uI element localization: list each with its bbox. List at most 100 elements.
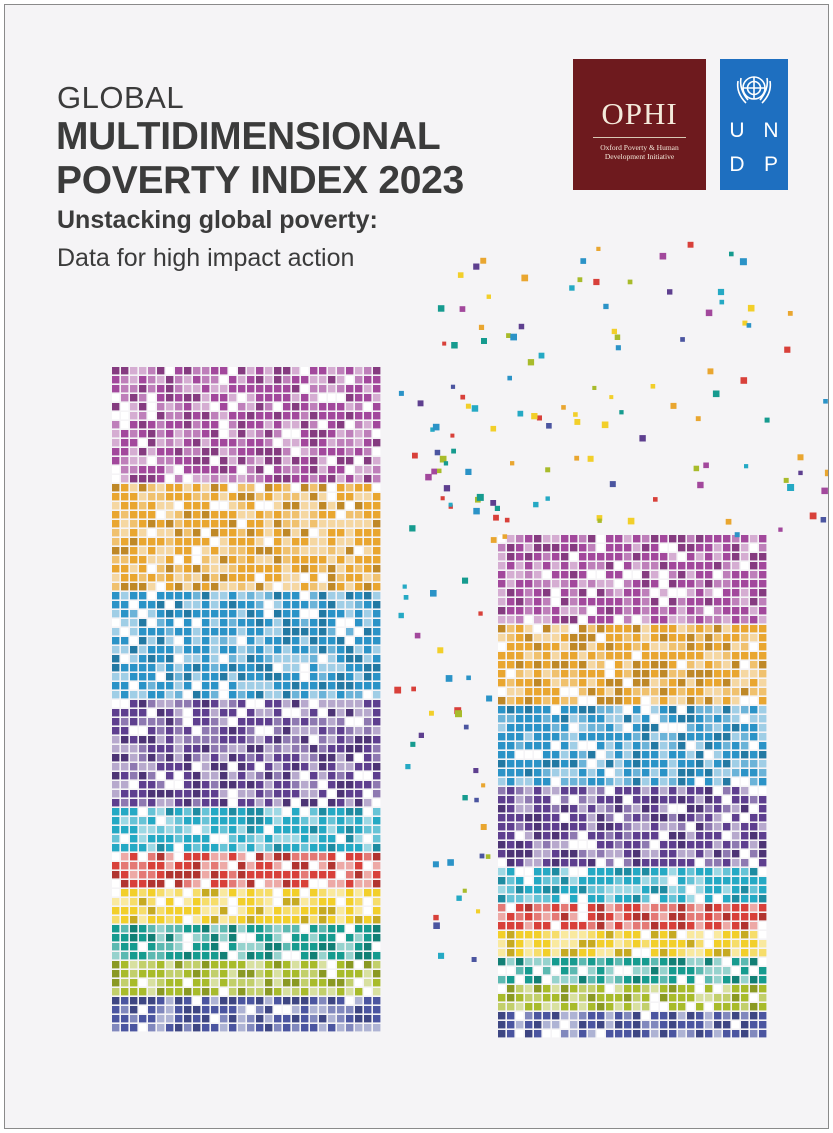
mosaic-pixel <box>552 661 560 669</box>
mosaic-pixel <box>157 592 165 600</box>
mosaic-pixel <box>507 976 515 984</box>
mosaic-pixel <box>355 934 363 942</box>
mosaic-pixel <box>157 493 165 501</box>
mosaic-pixel <box>256 556 264 564</box>
mosaic-pixel <box>184 700 192 708</box>
mosaic-pixel <box>534 805 542 813</box>
mosaic-pixel <box>516 967 524 975</box>
mosaic-pixel <box>624 769 632 777</box>
mosaic-pixel <box>714 931 722 939</box>
mosaic-pixel <box>256 754 264 762</box>
mosaic-pixel <box>606 562 614 570</box>
mosaic-pixel <box>319 898 327 906</box>
mosaic-pixel <box>516 670 524 678</box>
mosaic-pixel <box>705 652 713 660</box>
mosaic-pixel <box>507 805 515 813</box>
mosaic-pixel <box>714 697 722 705</box>
mosaic-pixel <box>337 565 345 573</box>
mosaic-pixel <box>283 988 291 996</box>
mosaic-pixel <box>247 502 255 510</box>
mosaic-pixel <box>148 655 156 663</box>
mosaic-pixel <box>166 646 174 654</box>
mosaic-pixel <box>265 1006 273 1014</box>
mosaic-pixel <box>570 661 578 669</box>
mosaic-pixel <box>651 607 659 615</box>
mosaic-pixel <box>696 976 704 984</box>
mosaic-pixel <box>310 907 318 915</box>
mosaic-pixel <box>373 862 381 870</box>
mosaic-pixel <box>561 634 569 642</box>
mosaic-pixel <box>166 1024 174 1032</box>
mosaic-pixel <box>283 439 291 447</box>
mosaic-pixel <box>714 553 722 561</box>
mosaic-pixel <box>310 889 318 897</box>
mosaic-pixel <box>256 619 264 627</box>
mosaic-pixel <box>525 679 533 687</box>
mosaic-pixel <box>247 430 255 438</box>
mosaic-pixel <box>184 934 192 942</box>
mosaic-pixel <box>193 826 201 834</box>
mosaic-pixel <box>211 628 219 636</box>
mosaic-pixel <box>157 781 165 789</box>
mosaic-pixel <box>633 778 641 786</box>
mosaic-pixel <box>714 670 722 678</box>
mosaic-pixel <box>247 457 255 465</box>
mosaic-pixel <box>498 670 506 678</box>
mosaic-pixel <box>642 967 650 975</box>
mosaic-pixel <box>516 778 524 786</box>
mosaic-pixel <box>561 724 569 732</box>
mosaic-pixel <box>292 376 300 384</box>
mosaic-pixel <box>525 940 533 948</box>
mosaic-pixel <box>130 799 138 807</box>
mosaic-pixel <box>364 790 372 798</box>
mosaic-pixel <box>301 844 309 852</box>
mosaic-pixel <box>498 751 506 759</box>
mosaic-pixel <box>364 448 372 456</box>
mosaic-pixel <box>220 799 228 807</box>
mosaic-pixel <box>148 439 156 447</box>
mosaic-pixel <box>229 781 237 789</box>
mosaic-pixel <box>750 805 758 813</box>
mosaic-pixel <box>310 538 318 546</box>
mosaic-pixel <box>660 1012 668 1020</box>
mosaic-pixel <box>193 439 201 447</box>
mosaic-pixel <box>175 556 183 564</box>
mosaic-pixel <box>112 628 120 636</box>
mosaic-pixel <box>516 625 524 633</box>
mosaic-pixel <box>516 1012 524 1020</box>
mosaic-pixel <box>346 952 354 960</box>
mosaic-pixel <box>319 736 327 744</box>
mosaic-pixel <box>534 949 542 957</box>
mosaic-pixel <box>148 898 156 906</box>
mosaic-pixel <box>678 724 686 732</box>
mosaic-pixel <box>112 601 120 609</box>
mosaic-pixel <box>328 835 336 843</box>
mosaic-pixel <box>723 940 731 948</box>
mosaic-pixel <box>669 1003 677 1011</box>
mosaic-pixel <box>373 997 381 1005</box>
mosaic-pixel <box>732 877 740 885</box>
scattered-pixel <box>471 957 477 962</box>
scattered-pixel <box>460 394 466 400</box>
mosaic-pixel <box>301 574 309 582</box>
mosaic-pixel <box>696 877 704 885</box>
mosaic-pixel <box>355 970 363 978</box>
mosaic-pixel <box>723 931 731 939</box>
mosaic-pixel <box>148 637 156 645</box>
mosaic-pixel <box>633 814 641 822</box>
mosaic-pixel <box>516 598 524 606</box>
scattered-pixel <box>619 410 624 415</box>
mosaic-pixel <box>633 1012 641 1020</box>
mosaic-pixel <box>328 736 336 744</box>
mosaic-pixel <box>516 832 524 840</box>
mosaic-pixel <box>678 706 686 714</box>
mosaic-pixel <box>256 637 264 645</box>
scattered-pixel <box>569 285 575 291</box>
mosaic-pixel <box>283 808 291 816</box>
mosaic-pixel <box>193 754 201 762</box>
mosaic-pixel <box>130 934 138 942</box>
undp-letter-p: P <box>763 153 778 176</box>
mosaic-pixel <box>238 1024 246 1032</box>
mosaic-pixel <box>130 466 138 474</box>
mosaic-pixel <box>588 922 596 930</box>
